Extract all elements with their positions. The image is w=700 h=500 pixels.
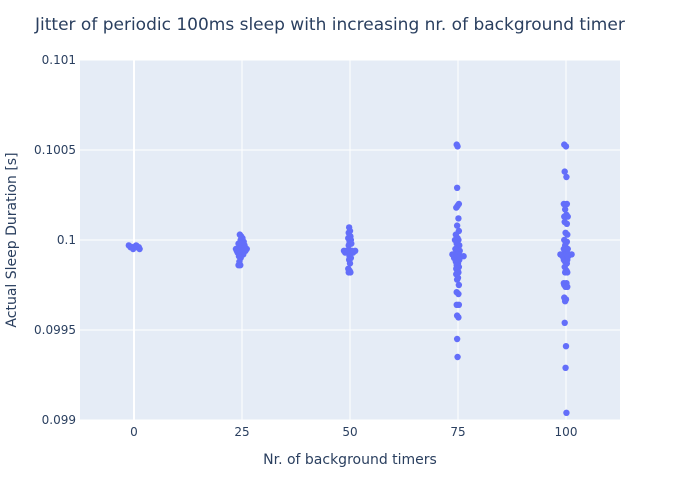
y-tick-label: 0.099	[42, 413, 76, 427]
data-point	[563, 200, 571, 208]
data-point	[564, 213, 571, 220]
data-point	[564, 269, 571, 276]
y-axis-title: Actual Sleep Duration [s]	[4, 152, 20, 327]
data-point	[563, 409, 570, 416]
data-point	[562, 343, 570, 350]
data-point	[453, 184, 461, 191]
data-points	[125, 141, 575, 416]
data-point	[345, 269, 352, 276]
data-point	[564, 231, 571, 238]
data-point	[562, 364, 569, 371]
data-point	[454, 353, 461, 361]
data-point	[345, 242, 352, 249]
data-point	[561, 319, 568, 326]
data-point	[453, 204, 460, 211]
tick-labels: 0.099 0.0995 0.1 0.1005 0.101 0 25 50 75 100	[34, 53, 577, 439]
data-point	[453, 335, 461, 343]
data-point	[562, 143, 570, 150]
y-tick-label: 0.1005	[34, 143, 76, 157]
data-point	[125, 242, 133, 249]
data-point	[346, 260, 354, 267]
data-point	[453, 222, 461, 229]
x-axis-title: Nr. of background timers	[263, 452, 437, 468]
x-tick-label: 25	[234, 425, 249, 439]
y-tick-label: 0.101	[42, 53, 76, 67]
x-tick-label: 50	[342, 425, 357, 439]
data-point	[561, 206, 569, 213]
data-point	[136, 245, 143, 253]
data-point	[455, 215, 462, 222]
data-point	[561, 298, 569, 305]
data-point	[453, 276, 461, 283]
y-tick-label: 0.0995	[34, 323, 76, 337]
data-point	[455, 314, 462, 321]
data-point	[129, 245, 137, 253]
data-point	[455, 301, 463, 308]
x-tick-label: 100	[555, 425, 578, 439]
data-point	[563, 173, 570, 181]
data-point	[455, 281, 463, 289]
y-tick-label: 0.1	[57, 233, 76, 247]
x-tick-label: 75	[450, 425, 465, 439]
data-point	[563, 220, 571, 227]
data-point	[561, 168, 568, 175]
data-point	[454, 143, 461, 150]
x-tick-label: 0	[130, 425, 138, 439]
data-point	[460, 253, 467, 260]
data-point	[237, 262, 244, 269]
data-point	[564, 283, 571, 290]
data-point	[455, 290, 462, 298]
chart-title: Jitter of periodic 100ms sleep with incr…	[34, 15, 625, 35]
data-point	[564, 245, 571, 253]
